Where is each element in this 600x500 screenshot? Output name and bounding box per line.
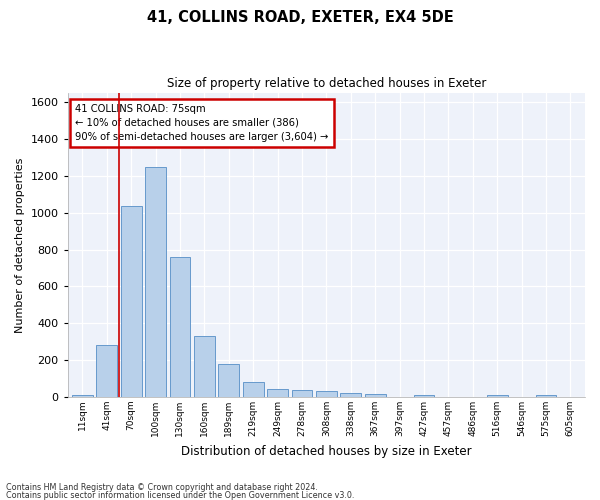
Bar — [316, 392, 337, 397]
Bar — [267, 388, 288, 397]
Bar — [121, 206, 142, 397]
Bar — [292, 390, 313, 397]
Bar — [72, 395, 93, 397]
Bar — [97, 344, 117, 397]
Bar — [536, 394, 556, 397]
Title: Size of property relative to detached houses in Exeter: Size of property relative to detached ho… — [167, 78, 486, 90]
X-axis label: Distribution of detached houses by size in Exeter: Distribution of detached houses by size … — [181, 444, 472, 458]
Bar — [194, 336, 215, 397]
Bar — [218, 364, 239, 397]
Bar — [413, 395, 434, 397]
Bar — [487, 394, 508, 397]
Text: Contains public sector information licensed under the Open Government Licence v3: Contains public sector information licen… — [6, 490, 355, 500]
Bar — [365, 394, 386, 397]
Bar — [340, 393, 361, 397]
Bar — [243, 382, 263, 397]
Text: 41, COLLINS ROAD, EXETER, EX4 5DE: 41, COLLINS ROAD, EXETER, EX4 5DE — [146, 10, 454, 25]
Y-axis label: Number of detached properties: Number of detached properties — [15, 158, 25, 332]
Text: 41 COLLINS ROAD: 75sqm
← 10% of detached houses are smaller (386)
90% of semi-de: 41 COLLINS ROAD: 75sqm ← 10% of detached… — [76, 104, 329, 142]
Bar — [170, 257, 190, 397]
Text: Contains HM Land Registry data © Crown copyright and database right 2024.: Contains HM Land Registry data © Crown c… — [6, 484, 318, 492]
Bar — [145, 166, 166, 397]
